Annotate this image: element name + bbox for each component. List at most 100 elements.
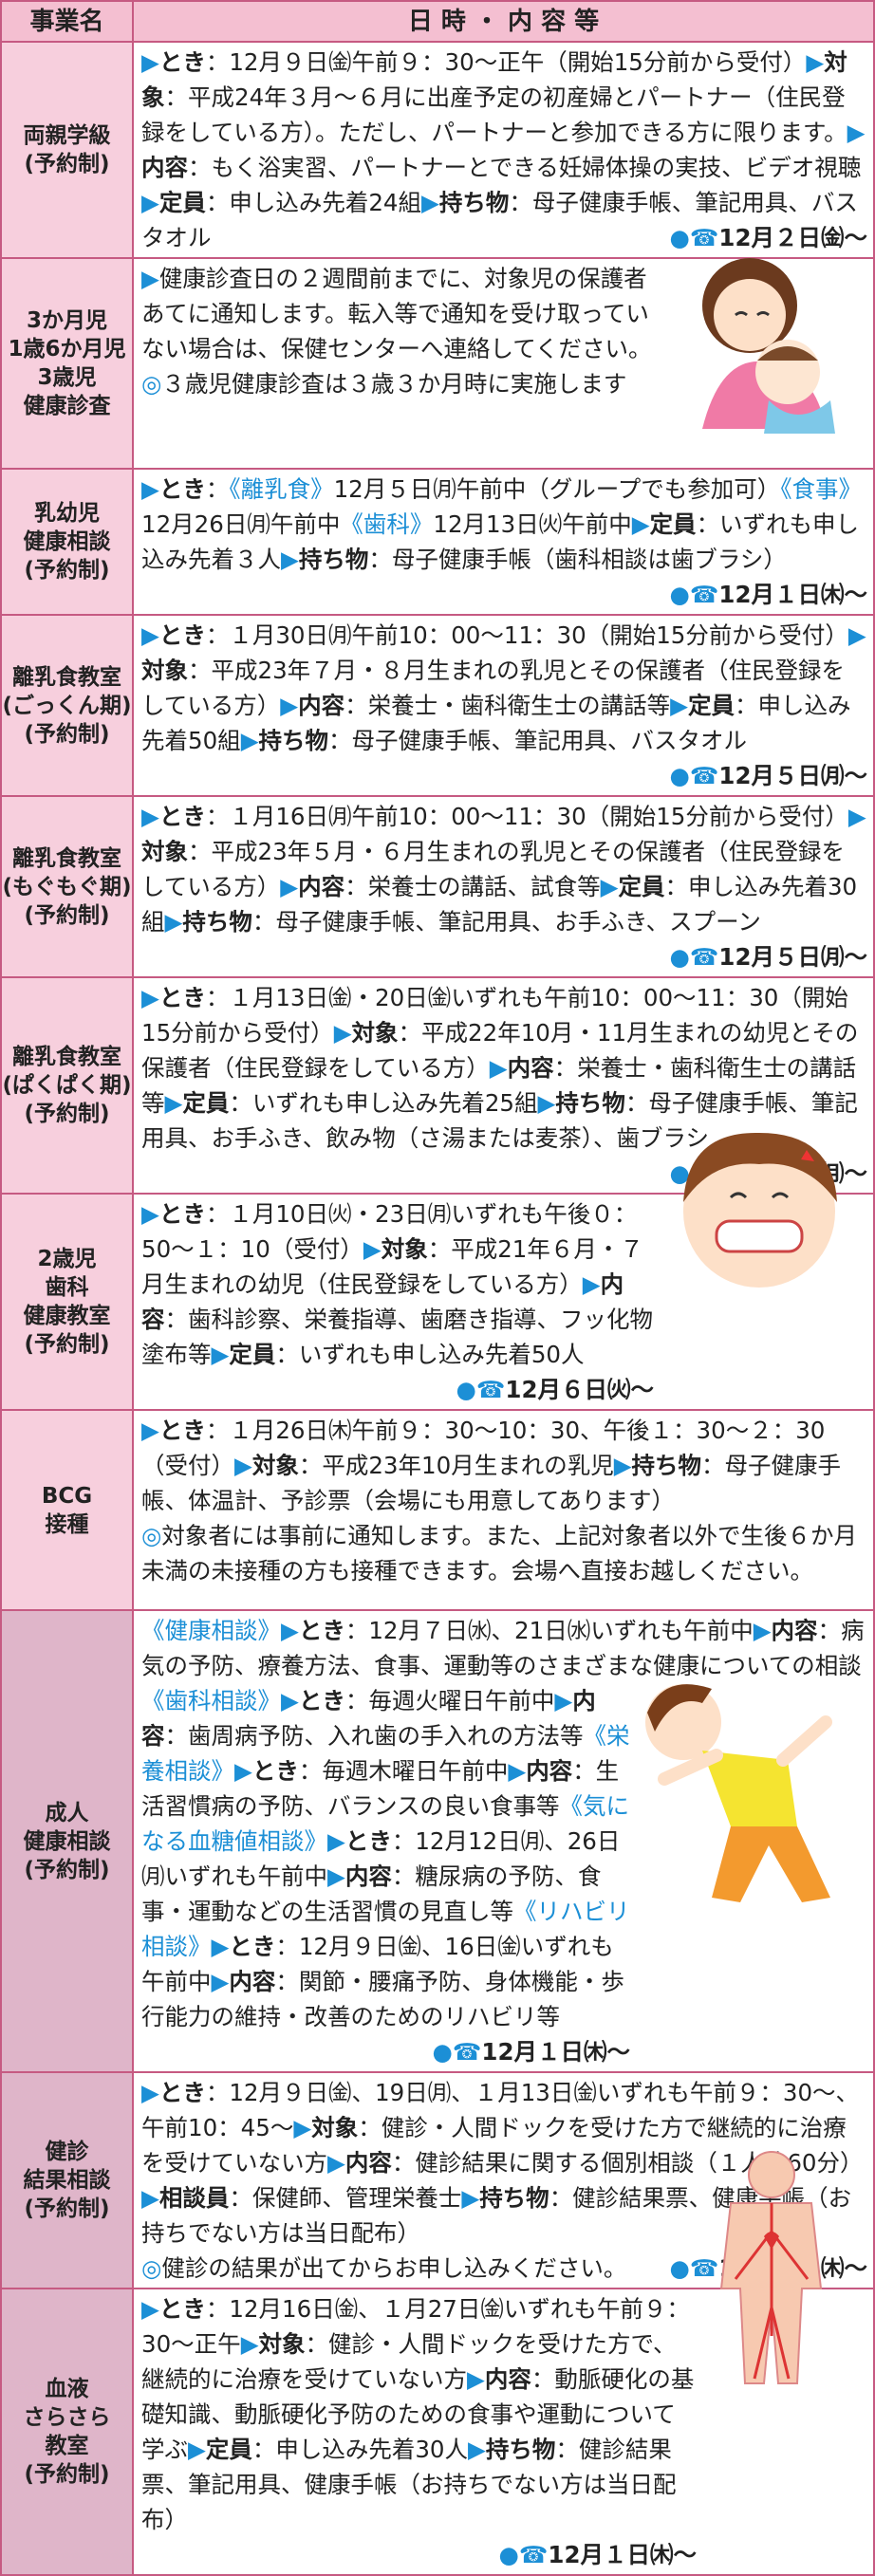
- illustration-exercise: [645, 1684, 832, 1902]
- label-line: 結果相談: [23, 2168, 111, 2193]
- symbol: ▶: [554, 1687, 573, 1714]
- label-line: (予約制): [24, 1102, 110, 1126]
- item-text: ：平成23年７月・８月生まれの乳児とその保護者（住民登録をしている方）: [141, 657, 845, 719]
- item-text: ：１月26日㈭午前９：30～10：30、午後１：30～２：30（受付）: [141, 1417, 826, 1479]
- symbol: ▶: [211, 1968, 230, 1995]
- symbol: ▶: [240, 727, 259, 754]
- phone-date: ●☎12月１日㈭～: [498, 2541, 698, 2568]
- item-text: ：病気の予防、療養方法、食事、運動等のさまざまな健康についての相談: [141, 1617, 865, 1679]
- item-text: 12月13日㈫午前中: [433, 510, 632, 538]
- item-text: ：12月16日㈮、１月27日㈮いずれも午前９：30～正午: [141, 2295, 690, 2358]
- symbol: ▶: [508, 1757, 527, 1785]
- symbol: ▶: [141, 2295, 159, 2323]
- label-line: (予約制): [24, 1857, 110, 1882]
- symbol: ●☎: [669, 943, 719, 971]
- label-line: (予約制): [24, 2196, 110, 2221]
- paragraph: ◎３歳児健康診査は３歳３か月時に実施します: [141, 366, 867, 401]
- symbol: ▶: [753, 1617, 772, 1644]
- symbol: ◎: [141, 1522, 162, 1549]
- item-text: ：毎週火曜日午前中: [344, 1687, 555, 1714]
- item-text: ：毎週木曜日午前中: [298, 1757, 509, 1785]
- item-label: ▶持ち物: [281, 546, 369, 573]
- symbol: ●☎: [669, 2254, 719, 2282]
- item-text: ：１月13日㈮・20日㈮いずれも午前10：00～11：30（開始15分前から受付…: [141, 984, 848, 1047]
- label-line: 3歳児: [37, 365, 97, 390]
- item-heading: 《気になる血糖値相談》: [141, 1792, 630, 1855]
- item-text: ：栄養士・歯科衛生士の講話等: [344, 692, 671, 719]
- item-label: ▶とき: [234, 1757, 299, 1785]
- item-label: ▶定員: [141, 189, 206, 216]
- label-line: 離乳食教室: [12, 1045, 121, 1069]
- symbol: ▶: [847, 803, 866, 830]
- paragraph: ▶とき：１月30日㈪午前10：00～11：30（開始15分前から受付）▶対象：平…: [141, 618, 867, 789]
- row-label: 離乳食教室 (ぱくぱく期) (予約制): [0, 976, 134, 1195]
- symbol: ▶: [164, 1089, 183, 1117]
- label-line: 3か月児: [26, 308, 107, 333]
- item-text: ：栄養士の講話、試食等: [344, 873, 601, 900]
- symbol: ▶: [847, 621, 866, 649]
- item-label: ▶対象: [234, 1452, 299, 1479]
- row: 離乳食教室 (もぐもぐ期) (予約制) ▶とき：１月16日㈪午前10：00～11：30…: [0, 795, 875, 978]
- symbol: ▶: [847, 119, 866, 146]
- label-line: 健康相談: [23, 1828, 111, 1854]
- row-label: 3か月児 1歳6か月児 3歳児 健康診査: [0, 257, 134, 470]
- item-text: ：申し込み先着30組: [141, 873, 858, 936]
- label-line: 健康教室: [23, 1304, 111, 1328]
- item-text: 12月26日㈪午前中: [141, 510, 341, 538]
- label-line: 1歳6か月児: [8, 337, 126, 361]
- item-text: ：母子健康手帳、筆記用具、お手ふき、スプーン: [251, 908, 761, 936]
- row-content: ▶とき：１月26日㈭午前９：30～10：30、午後１：30～２：30（受付）▶対…: [132, 1409, 875, 1611]
- item-heading: 《離乳食》: [229, 475, 334, 503]
- illustration-child-teeth: [683, 1132, 837, 1288]
- header-details: 日 時 ・ 内 容 等: [132, 0, 875, 43]
- symbol: ●☎: [432, 2038, 482, 2066]
- item-label: ▶とき: [141, 621, 206, 649]
- label-line: 成人: [45, 1800, 89, 1825]
- row-label: 血液 さらさら 教室 (予約制): [0, 2288, 134, 2576]
- label-line: 2歳児: [37, 1247, 97, 1271]
- symbol: ▶: [141, 189, 159, 216]
- label-line: 健康相談: [23, 529, 111, 554]
- label-line: (予約制): [24, 902, 110, 928]
- symbol: ▶: [467, 2365, 485, 2393]
- symbol: ▶: [281, 1617, 299, 1644]
- item-text: ：保健師、管理栄養士: [229, 2184, 462, 2212]
- label-line: 接種: [45, 1511, 89, 1537]
- item-label: ▶定員: [164, 1089, 230, 1117]
- phone-date: ●☎12月１日㈭～: [669, 581, 868, 608]
- paragraph: ▶とき：12月９日㈮、19日㈪、１月13日㈮いずれも午前９：30～、午前10：4…: [141, 2075, 867, 2251]
- phone-date: ●☎12月５日㈪～: [669, 943, 868, 971]
- item-text: ：母子健康手帳、筆記用具、お手ふき、飲み物（さ湯または麦茶）、歯ブラシ: [141, 1089, 858, 1152]
- item-label: ▶とき: [327, 1827, 392, 1855]
- item-label: ▶対象: [293, 2114, 359, 2141]
- item-text: ▶健康診査日の２週間前までに、対象児の保護者あてに通知します。転入等で通知を受け…: [141, 265, 652, 362]
- item-label: ▶内容: [327, 1863, 392, 1890]
- item-label: ▶とき: [281, 1617, 345, 1644]
- label-line: 離乳食教室: [12, 845, 121, 871]
- item-text: ：栄養士・歯科衛生士の講話等: [141, 1054, 857, 1117]
- symbol: ▶: [240, 2330, 259, 2358]
- symbol: ▶: [363, 1235, 382, 1263]
- item-text: ：生活習慣病の予防、バランスの良い食事等: [141, 1757, 620, 1820]
- item-text: ：: [205, 475, 230, 503]
- symbol: ◎: [141, 370, 162, 398]
- row-label: 2歳児 歯科 健康教室 (予約制): [0, 1193, 134, 1411]
- item-text: ：いずれも申し込み先着３人: [141, 510, 860, 573]
- item-text: ：12月９日㈮、19日㈪、１月13日㈮いずれも午前９：30～、午前10：45～: [141, 2079, 860, 2141]
- symbol: ▶: [631, 510, 650, 538]
- phone-date: ●☎12月６日㈫～: [456, 1376, 655, 1403]
- item-text: ：１月30日㈪午前10：00～11：30（開始15分前から受付）: [205, 621, 848, 649]
- item-heading: 《歯科》: [340, 510, 434, 538]
- symbol: ▶: [461, 2184, 480, 2212]
- item-label: ▶相談員: [141, 2184, 230, 2212]
- symbol: ▶: [164, 908, 183, 936]
- symbol: ▶: [613, 1452, 632, 1479]
- row: 乳幼児 健康相談 (予約制) ▶とき：《離乳食》12月５日㈪午前中（グループでも参加可…: [0, 468, 875, 616]
- label-line: (ごっくん期): [2, 693, 132, 718]
- item-label: ▶とき: [141, 1200, 206, 1228]
- symbol: ▶: [489, 1054, 508, 1082]
- label-line: (予約制): [24, 1332, 110, 1357]
- item-label: ▶内容: [467, 2365, 531, 2393]
- item-label: ▶定員: [631, 510, 697, 538]
